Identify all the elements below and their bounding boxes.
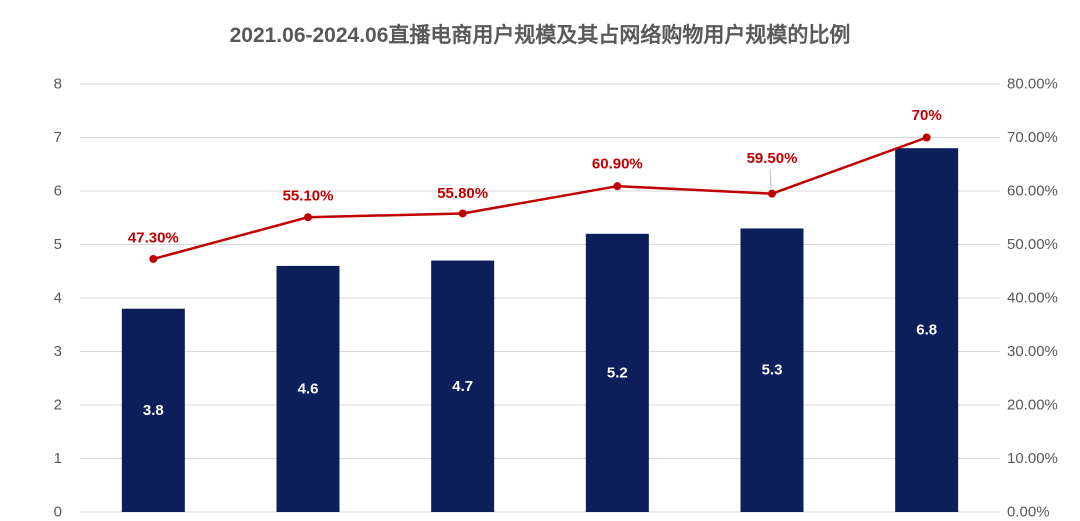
bar-value-label: 4.6 <box>298 380 319 397</box>
bar-value-label: 6.8 <box>916 322 937 339</box>
y-left-tick-label: 6 <box>54 183 62 200</box>
bar <box>740 228 804 512</box>
y-axis-right: 0.00% 10.00% 20.00% 30.00% 40.00% 50.00% 60.00… <box>1007 76 1058 521</box>
label-leader-line <box>769 168 772 189</box>
line-value-label: 59.50% <box>747 150 798 167</box>
y-left-tick-label: 3 <box>54 343 62 360</box>
y-right-tick-label: 30.00% <box>1007 343 1058 360</box>
y-right-tick-label: 80.00% <box>1007 76 1058 93</box>
line-value-label: 60.90% <box>592 156 643 173</box>
line-marker <box>613 182 622 191</box>
y-left-tick-label: 5 <box>54 236 62 253</box>
y-axis-left: 0 1 2 3 4 5 6 7 8 <box>54 76 62 521</box>
chart-title: 2021.06-2024.06直播电商用户规模及其占网络购物用户规模的比例 <box>229 24 851 47</box>
y-left-tick-label: 2 <box>54 397 62 414</box>
y-left-tick-label: 7 <box>54 129 62 146</box>
y-right-tick-label: 10.00% <box>1007 450 1058 467</box>
bar <box>121 308 185 512</box>
y-right-tick-label: 0.00% <box>1007 504 1050 521</box>
bar-value-label: 5.2 <box>607 364 628 381</box>
y-right-tick-label: 20.00% <box>1007 397 1058 414</box>
y-right-tick-label: 70.00% <box>1007 129 1058 146</box>
y-right-tick-label: 50.00% <box>1007 236 1058 253</box>
bar-value-label: 4.7 <box>452 378 473 395</box>
line-marker <box>458 209 467 218</box>
bar-value-label: 3.8 <box>143 402 164 419</box>
bar <box>431 260 495 512</box>
bar <box>276 265 340 512</box>
gridlines <box>80 83 1000 513</box>
bar-value-label: 5.3 <box>762 362 783 379</box>
y-left-tick-label: 1 <box>54 450 62 467</box>
line-series-group: 47.30% 55.10% 55.80% 60.90% 59.50% 70% <box>128 107 942 263</box>
line-series <box>153 136 928 261</box>
line-marker <box>304 213 312 222</box>
y-right-tick-label: 40.00% <box>1007 290 1058 307</box>
y-right-tick-label: 60.00% <box>1007 183 1058 200</box>
line-value-label: 70% <box>912 107 942 124</box>
y-left-tick-label: 4 <box>54 290 62 307</box>
bar <box>895 148 959 512</box>
bar <box>585 233 649 513</box>
y-left-tick-label: 8 <box>54 76 62 93</box>
line-value-label: 55.10% <box>283 188 334 205</box>
line-value-label: 47.30% <box>128 229 179 246</box>
line-marker <box>922 133 931 142</box>
bar-series: 3.8 4.6 4.7 5.2 5.3 6.8 <box>121 148 959 513</box>
y-left-tick-label: 0 <box>54 504 62 521</box>
line-value-label: 55.80% <box>437 185 488 202</box>
line-marker <box>149 254 158 263</box>
line-marker <box>768 189 776 198</box>
